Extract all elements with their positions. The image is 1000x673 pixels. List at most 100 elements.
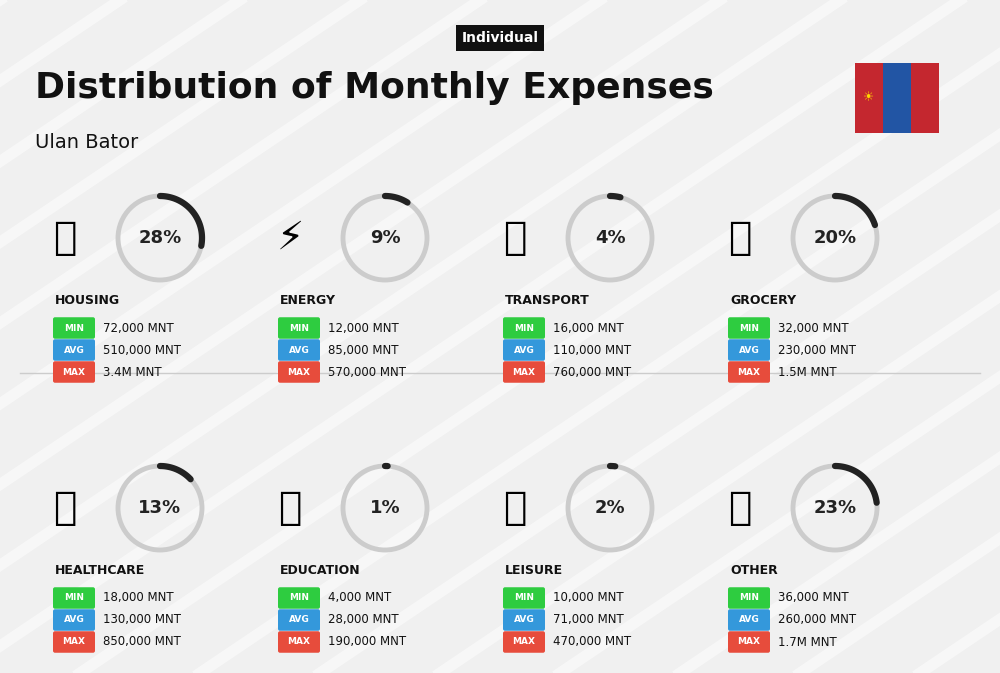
FancyBboxPatch shape [53, 317, 95, 339]
FancyBboxPatch shape [53, 631, 95, 653]
Text: AVG: AVG [739, 345, 759, 355]
Text: 🛍: 🛍 [503, 489, 527, 527]
Text: EDUCATION: EDUCATION [280, 563, 361, 577]
Text: 18,000 MNT: 18,000 MNT [103, 592, 174, 604]
FancyBboxPatch shape [53, 339, 95, 361]
Text: MIN: MIN [739, 324, 759, 332]
FancyBboxPatch shape [728, 339, 770, 361]
FancyBboxPatch shape [278, 631, 320, 653]
Text: 510,000 MNT: 510,000 MNT [103, 343, 181, 357]
FancyBboxPatch shape [728, 317, 770, 339]
FancyBboxPatch shape [278, 339, 320, 361]
Text: 32,000 MNT: 32,000 MNT [778, 322, 849, 334]
Text: 10,000 MNT: 10,000 MNT [553, 592, 624, 604]
Text: MIN: MIN [289, 594, 309, 602]
Text: 72,000 MNT: 72,000 MNT [103, 322, 174, 334]
Text: 28%: 28% [138, 229, 182, 247]
Text: 110,000 MNT: 110,000 MNT [553, 343, 631, 357]
Text: AVG: AVG [64, 345, 84, 355]
Text: 36,000 MNT: 36,000 MNT [778, 592, 849, 604]
Text: 12,000 MNT: 12,000 MNT [328, 322, 399, 334]
Text: 13%: 13% [138, 499, 182, 517]
Text: ⚡: ⚡ [276, 219, 304, 257]
Text: 4%: 4% [595, 229, 625, 247]
Text: 230,000 MNT: 230,000 MNT [778, 343, 856, 357]
FancyBboxPatch shape [53, 588, 95, 609]
FancyBboxPatch shape [728, 588, 770, 609]
FancyBboxPatch shape [53, 609, 95, 631]
Text: 190,000 MNT: 190,000 MNT [328, 635, 406, 649]
Text: HEALTHCARE: HEALTHCARE [55, 563, 145, 577]
Text: MAX: MAX [738, 367, 761, 376]
Text: MIN: MIN [64, 324, 84, 332]
FancyBboxPatch shape [503, 339, 545, 361]
Text: AVG: AVG [289, 345, 309, 355]
FancyBboxPatch shape [278, 361, 320, 383]
FancyBboxPatch shape [503, 609, 545, 631]
Text: 85,000 MNT: 85,000 MNT [328, 343, 398, 357]
FancyBboxPatch shape [883, 63, 911, 133]
Text: MIN: MIN [289, 324, 309, 332]
Text: 850,000 MNT: 850,000 MNT [103, 635, 181, 649]
Text: OTHER: OTHER [730, 563, 778, 577]
Text: MIN: MIN [64, 594, 84, 602]
Text: MAX: MAX [288, 637, 310, 647]
FancyBboxPatch shape [503, 317, 545, 339]
Text: MAX: MAX [512, 367, 536, 376]
Text: AVG: AVG [289, 616, 309, 625]
Text: HOUSING: HOUSING [55, 293, 120, 306]
Text: 👛: 👛 [728, 489, 752, 527]
Text: AVG: AVG [739, 616, 759, 625]
Text: 260,000 MNT: 260,000 MNT [778, 614, 856, 627]
Text: MAX: MAX [62, 367, 86, 376]
Text: 570,000 MNT: 570,000 MNT [328, 365, 406, 378]
Text: MIN: MIN [739, 594, 759, 602]
Text: 🎓: 🎓 [278, 489, 302, 527]
Text: 1%: 1% [370, 499, 400, 517]
Text: MAX: MAX [288, 367, 310, 376]
FancyBboxPatch shape [503, 631, 545, 653]
Text: 2%: 2% [595, 499, 625, 517]
Text: GROCERY: GROCERY [730, 293, 796, 306]
Text: MAX: MAX [738, 637, 761, 647]
FancyBboxPatch shape [278, 609, 320, 631]
Text: 3.4M MNT: 3.4M MNT [103, 365, 162, 378]
FancyBboxPatch shape [503, 361, 545, 383]
Text: 20%: 20% [813, 229, 857, 247]
Text: 28,000 MNT: 28,000 MNT [328, 614, 399, 627]
Text: Distribution of Monthly Expenses: Distribution of Monthly Expenses [35, 71, 714, 105]
FancyBboxPatch shape [728, 631, 770, 653]
Text: 🏥: 🏥 [53, 489, 77, 527]
Text: 760,000 MNT: 760,000 MNT [553, 365, 631, 378]
Text: LEISURE: LEISURE [505, 563, 563, 577]
Text: 1.5M MNT: 1.5M MNT [778, 365, 837, 378]
Text: MIN: MIN [514, 594, 534, 602]
Text: 9%: 9% [370, 229, 400, 247]
Text: AVG: AVG [514, 616, 534, 625]
Text: 1.7M MNT: 1.7M MNT [778, 635, 837, 649]
FancyBboxPatch shape [53, 361, 95, 383]
Text: 470,000 MNT: 470,000 MNT [553, 635, 631, 649]
FancyBboxPatch shape [278, 588, 320, 609]
Text: MIN: MIN [514, 324, 534, 332]
Text: 🛒: 🛒 [728, 219, 752, 257]
FancyBboxPatch shape [728, 609, 770, 631]
Text: Individual: Individual [462, 31, 538, 45]
FancyBboxPatch shape [503, 588, 545, 609]
Text: 4,000 MNT: 4,000 MNT [328, 592, 391, 604]
Text: 130,000 MNT: 130,000 MNT [103, 614, 181, 627]
FancyBboxPatch shape [278, 317, 320, 339]
Text: TRANSPORT: TRANSPORT [505, 293, 590, 306]
FancyBboxPatch shape [855, 63, 883, 133]
Text: 🏢: 🏢 [53, 219, 77, 257]
Text: 23%: 23% [813, 499, 857, 517]
Text: MAX: MAX [512, 637, 536, 647]
Text: AVG: AVG [64, 616, 84, 625]
Text: ☀: ☀ [863, 92, 875, 104]
Text: 16,000 MNT: 16,000 MNT [553, 322, 624, 334]
Text: AVG: AVG [514, 345, 534, 355]
FancyBboxPatch shape [911, 63, 939, 133]
Text: MAX: MAX [62, 637, 86, 647]
Text: 🚌: 🚌 [503, 219, 527, 257]
Text: Ulan Bator: Ulan Bator [35, 133, 138, 153]
